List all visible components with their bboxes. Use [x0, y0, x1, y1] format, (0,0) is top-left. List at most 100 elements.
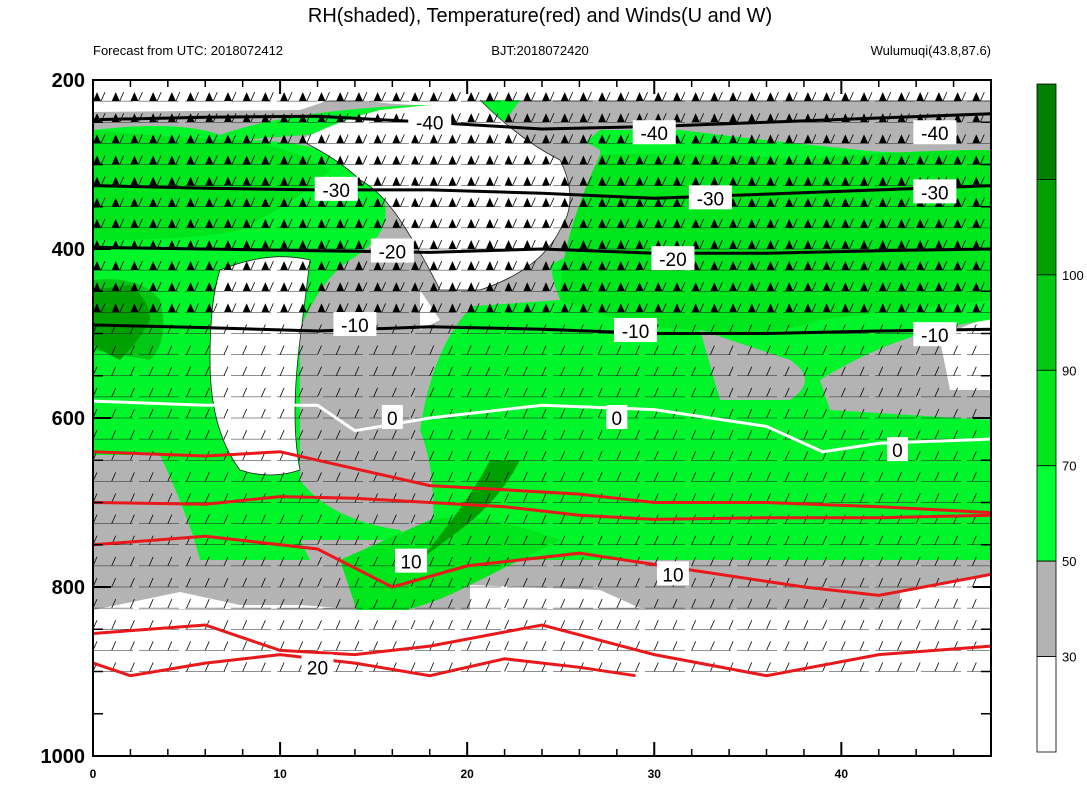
barb-tick	[971, 387, 977, 398]
colorbar-segment	[1036, 179, 1057, 276]
barb-flag	[916, 240, 925, 249]
wind-barb	[635, 598, 640, 609]
y-tick-label: 1000	[41, 746, 86, 768]
wind-barb	[186, 260, 199, 271]
barb-tick	[391, 598, 397, 609]
wind-barb	[672, 429, 678, 440]
wind-barb	[204, 387, 210, 398]
barb-tick	[878, 535, 884, 545]
wind-barb	[841, 197, 854, 207]
wind-barb	[354, 366, 360, 376]
barb-tick	[923, 282, 929, 292]
barb-tick	[504, 366, 509, 376]
wind-barb	[560, 556, 566, 567]
barb-tick	[456, 197, 461, 207]
wind-barb	[916, 260, 929, 271]
wind-barb	[317, 218, 330, 229]
wind-barb	[298, 239, 312, 250]
wind-barb	[130, 662, 135, 672]
wind-barb	[298, 408, 304, 419]
barb-tick	[811, 282, 817, 292]
contour-line	[93, 450, 991, 515]
barb-tick	[242, 641, 248, 651]
barb-tick	[287, 218, 293, 229]
barb-tick	[100, 260, 106, 271]
wind-barb	[317, 239, 330, 250]
contour-line	[93, 399, 991, 454]
barb-tick	[549, 176, 555, 186]
barb-flag	[298, 303, 307, 313]
wind-barb	[729, 260, 742, 271]
wind-barb	[205, 155, 218, 165]
barb-tick	[317, 472, 322, 482]
barb-flag	[860, 303, 869, 313]
barb-tick	[699, 282, 705, 292]
wind-barb	[878, 176, 892, 186]
wind-barb	[822, 197, 835, 207]
wind-barb	[785, 134, 798, 144]
wind-barb	[167, 282, 181, 292]
barb-tick	[811, 218, 817, 229]
barb-tick	[373, 345, 378, 355]
barb-flag	[93, 282, 101, 292]
wind-barb	[729, 134, 742, 144]
wind-barb	[859, 429, 865, 440]
barb-flag	[710, 282, 719, 292]
wind-barb	[616, 282, 630, 292]
barb-flag	[223, 282, 232, 292]
wind-barb	[934, 408, 940, 419]
barb-tick	[399, 218, 405, 229]
barb-flag	[93, 261, 101, 271]
wind-barb	[298, 514, 304, 524]
barb-tick	[522, 598, 528, 609]
barb-tick	[672, 598, 678, 609]
barb-tick	[897, 493, 902, 503]
barb-tick	[878, 577, 884, 588]
wind-barb	[261, 387, 266, 398]
colorbar-segment	[1036, 274, 1057, 371]
barb-tick	[568, 134, 574, 144]
barb-flag	[411, 176, 420, 186]
barb-tick	[728, 408, 734, 419]
barb-tick	[317, 535, 322, 545]
barb-tick	[680, 91, 686, 102]
barb-flag	[392, 176, 401, 186]
barb-tick	[999, 92, 1003, 101]
wind-barb	[485, 303, 499, 313]
barb-tick	[186, 556, 191, 567]
barb-flag	[354, 282, 363, 292]
barb-flag	[841, 92, 850, 102]
wind-barb	[934, 303, 948, 313]
wind-barb	[635, 387, 640, 398]
wind-barb	[429, 218, 443, 229]
barb-flag	[672, 176, 681, 186]
barb-tick	[774, 134, 779, 144]
wind-barb	[504, 535, 509, 545]
wind-barb	[747, 260, 761, 271]
barb-tick	[354, 577, 360, 588]
barb-tick	[568, 197, 574, 207]
barb-flag	[972, 218, 981, 228]
wind-barb	[822, 366, 827, 376]
barb-tick	[325, 218, 330, 229]
wind-barb	[223, 155, 237, 165]
barb-flag	[878, 303, 887, 313]
wind-barb	[579, 451, 584, 461]
wind-barb	[991, 177, 1003, 186]
wind-barb	[354, 620, 360, 630]
wind-barb	[317, 451, 322, 461]
barb-tick	[605, 155, 611, 165]
barb-flag	[298, 155, 307, 165]
barb-tick	[111, 366, 117, 376]
barb-tick	[269, 282, 274, 292]
barb-tick	[242, 366, 248, 376]
barb-tick	[653, 620, 659, 630]
wind-barb	[242, 134, 256, 144]
barb-tick	[410, 472, 416, 482]
wind-barb	[485, 345, 491, 355]
barb-tick	[886, 282, 892, 292]
barb-tick	[822, 493, 827, 503]
barb-tick	[736, 113, 742, 123]
barb-flag	[878, 134, 887, 144]
wind-barb	[354, 641, 360, 651]
